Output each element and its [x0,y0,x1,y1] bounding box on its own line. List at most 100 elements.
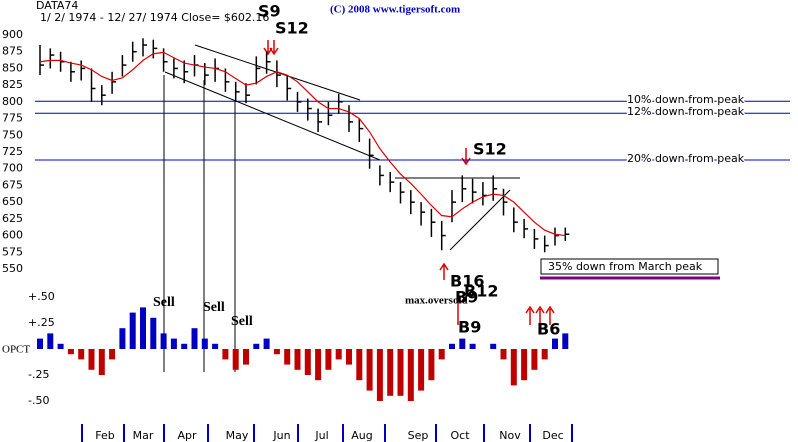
bar [263,338,270,349]
signal: S9 [258,2,281,21]
y-axis-label: OPCT [2,344,30,356]
level-label: 10% down from peak [627,93,745,106]
x-tick-label: May [226,429,249,442]
y-tick-label: 575 [2,245,23,258]
bar [387,349,394,396]
signal: S12 [473,140,507,159]
bar [37,338,43,349]
x-tick-label: Jul [314,429,328,442]
signal: Sell [203,300,225,315]
bar [552,338,558,349]
x-tick-label: Mar [133,429,154,442]
y-tick-label: -.25 [28,368,49,381]
bar [181,343,188,349]
bar [78,349,85,360]
y-tick-label: 650 [2,195,23,208]
signal: B12 [464,282,498,301]
x-tick-label: Oct [450,429,470,442]
signal: Sell [231,314,253,329]
y-tick-label: +.25 [28,316,55,329]
bar [232,349,239,370]
bar [294,349,301,370]
y-tick-label: 675 [2,178,23,191]
bar [562,333,569,349]
bar [67,349,74,355]
signal: S12 [275,19,309,38]
note: 35% down from March peak [548,260,703,273]
y-tick-label: +.50 [28,290,55,303]
bar [459,338,466,349]
bar [418,349,425,391]
y-tick-label: 900 [2,28,23,41]
bar [500,349,507,360]
y-tick-label: 625 [2,212,23,225]
bar [284,349,291,365]
bar [521,349,528,381]
bar [47,333,54,349]
x-tick-label: Feb [95,429,114,442]
y-tick-label: 550 [2,262,23,275]
y-tick-label: 875 [2,45,23,58]
bar [160,333,167,349]
bar [88,349,95,370]
bar [304,349,311,375]
bar [150,317,157,349]
bar [273,349,280,355]
bar [315,349,322,381]
bar [325,349,332,370]
bar [490,343,497,349]
bar [407,349,414,401]
bar [129,312,136,349]
bar [449,343,455,349]
bar [376,349,383,401]
bar [201,338,208,349]
x-tick-label: Sep [408,429,429,442]
level-label: 20% down from peak [627,152,745,165]
bar [469,343,476,349]
bar [366,349,373,391]
bar [57,343,64,349]
moving-average [39,51,566,237]
signal: Sell [153,295,175,310]
signal: max.oversold [405,295,468,307]
bar [510,349,517,386]
bar [428,349,435,381]
month-ticks [81,424,573,442]
bar [346,349,352,365]
signal: B16 [450,272,484,291]
bar [531,349,538,370]
bar [253,343,260,349]
chart-title: DATA74 [36,0,78,12]
y-tick-label: 850 [2,61,23,74]
x-tick-label: Jun [272,429,290,442]
signal-arrows [263,40,555,325]
bar [191,328,198,349]
bar [356,349,363,381]
bar [243,349,249,365]
bar [119,328,126,349]
copyright: (C) 2008 www.tigersoft.com [330,4,460,16]
y-tick-label: 700 [2,162,23,175]
x-tick-label: Aug [351,429,372,442]
level-label: 12% down from peak [627,105,745,118]
subtitle: 1/ 2/ 1974 - 12/ 27/ 1974 Close= $602.16 [40,11,269,24]
y-tick-label: 775 [2,112,23,125]
signal: B9 [455,288,478,307]
bar [109,349,116,360]
y-tick-label: -.50 [28,394,49,407]
bar [212,343,219,349]
note-box [540,258,719,275]
signal: B9 [458,318,481,337]
bar [140,307,146,349]
bar [541,349,548,360]
y-tick-label: 600 [2,229,23,242]
bar [397,349,404,396]
x-tick-label: Apr [177,429,197,442]
y-tick-label: 725 [2,145,23,158]
bar [170,338,177,349]
x-tick-label: Nov [499,429,521,442]
y-tick-label: 825 [2,78,23,91]
bar [98,349,105,375]
x-tick-label: Dec [542,429,563,442]
